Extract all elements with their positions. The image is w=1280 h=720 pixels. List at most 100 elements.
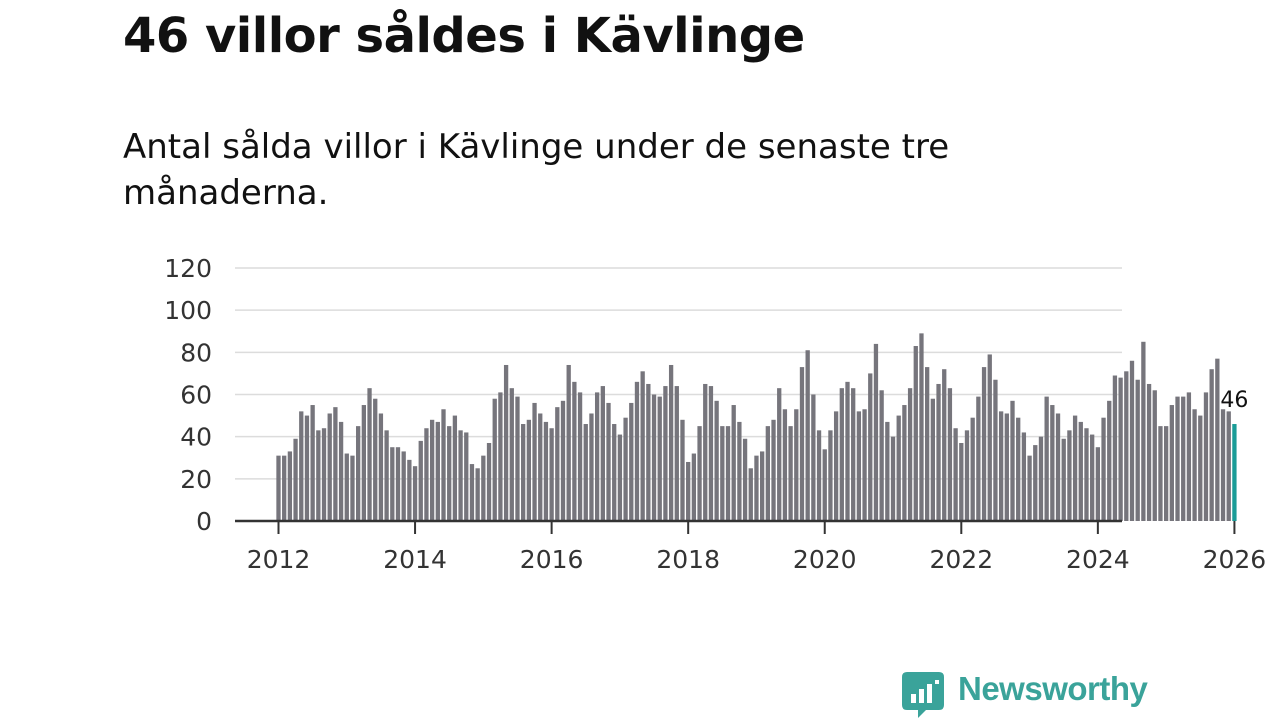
bar bbox=[737, 421, 742, 521]
newsworthy-logo[interactable]: Newsworthy bbox=[902, 670, 1162, 720]
bar bbox=[1152, 390, 1157, 521]
bar bbox=[412, 466, 418, 521]
bar bbox=[503, 364, 509, 521]
bar bbox=[338, 421, 344, 521]
bar bbox=[594, 392, 600, 521]
bar bbox=[947, 388, 953, 521]
y-tick-label: 60 bbox=[180, 381, 212, 410]
bar bbox=[1044, 396, 1049, 521]
bar bbox=[481, 455, 486, 521]
bar bbox=[936, 383, 941, 521]
bar bbox=[782, 409, 788, 521]
bar bbox=[498, 392, 503, 521]
bar bbox=[464, 432, 469, 521]
bar bbox=[1027, 455, 1032, 521]
bar bbox=[327, 413, 332, 521]
bar bbox=[1169, 405, 1174, 521]
bar bbox=[1095, 447, 1101, 521]
bar bbox=[429, 419, 435, 521]
bar bbox=[435, 421, 440, 521]
bar bbox=[1215, 358, 1220, 521]
bar bbox=[720, 426, 725, 522]
bar bbox=[1016, 417, 1021, 521]
bar bbox=[913, 346, 918, 521]
x-tick-label: 2014 bbox=[383, 545, 447, 574]
y-tick-label: 20 bbox=[180, 465, 212, 494]
bar bbox=[384, 430, 389, 521]
bar-highlighted bbox=[1232, 424, 1237, 521]
bar bbox=[816, 430, 822, 521]
bar bbox=[1033, 445, 1038, 521]
bar bbox=[1146, 383, 1152, 521]
bar bbox=[896, 415, 901, 521]
bar bbox=[777, 388, 782, 521]
bar bbox=[748, 468, 753, 521]
bar bbox=[572, 381, 577, 521]
bar bbox=[373, 398, 378, 521]
bar bbox=[851, 388, 856, 521]
bar bbox=[1107, 400, 1112, 521]
bar bbox=[1090, 434, 1095, 521]
bar bbox=[1118, 377, 1123, 521]
bar bbox=[447, 426, 452, 522]
bar bbox=[657, 396, 662, 521]
bar bbox=[993, 379, 998, 521]
x-tick-label: 2020 bbox=[793, 545, 857, 574]
bar bbox=[390, 447, 395, 521]
bar bbox=[925, 367, 930, 521]
bar bbox=[640, 371, 645, 521]
x-tick-label: 2026 bbox=[1203, 545, 1267, 574]
bar bbox=[606, 402, 611, 521]
bar bbox=[367, 388, 372, 521]
bar bbox=[458, 430, 463, 521]
bar bbox=[1124, 371, 1129, 521]
bar bbox=[805, 350, 810, 521]
bar bbox=[1067, 430, 1072, 521]
bar bbox=[361, 405, 366, 521]
bar bbox=[959, 442, 964, 521]
bar bbox=[1084, 428, 1089, 521]
bar bbox=[953, 428, 958, 521]
bar bbox=[811, 394, 816, 521]
bar bbox=[1175, 396, 1180, 521]
bar bbox=[509, 388, 514, 521]
y-tick-label: 40 bbox=[180, 423, 212, 452]
bar bbox=[674, 386, 679, 521]
bar bbox=[589, 413, 594, 521]
y-tick-label: 0 bbox=[196, 507, 212, 536]
bars bbox=[276, 333, 1237, 522]
bar bbox=[1158, 426, 1163, 522]
bar bbox=[344, 453, 349, 521]
bar bbox=[395, 447, 401, 521]
bar bbox=[708, 386, 714, 521]
bar bbox=[282, 455, 287, 521]
bar bbox=[543, 421, 549, 521]
bar bbox=[930, 398, 935, 521]
bar bbox=[839, 388, 844, 521]
newsworthy-logo-icon bbox=[902, 672, 944, 718]
bar bbox=[532, 402, 537, 521]
bar bbox=[293, 438, 298, 521]
bar bbox=[276, 455, 281, 521]
bar bbox=[731, 405, 736, 521]
bar bbox=[526, 419, 532, 521]
bar bbox=[629, 402, 634, 521]
bar bbox=[538, 413, 543, 521]
bar bbox=[555, 407, 560, 521]
bar bbox=[890, 436, 896, 521]
bar bbox=[356, 426, 361, 522]
bar bbox=[1129, 360, 1135, 521]
bar bbox=[794, 409, 799, 521]
bar bbox=[646, 383, 651, 521]
y-tick-label: 120 bbox=[164, 254, 212, 283]
bar bbox=[907, 388, 913, 521]
y-tick-label: 100 bbox=[164, 296, 212, 325]
x-axis-ticks bbox=[277, 521, 1236, 534]
bar bbox=[1209, 369, 1214, 521]
bar bbox=[486, 442, 492, 521]
bar bbox=[663, 386, 668, 521]
bar bbox=[714, 400, 719, 521]
bar bbox=[333, 407, 338, 521]
bar bbox=[981, 367, 987, 521]
